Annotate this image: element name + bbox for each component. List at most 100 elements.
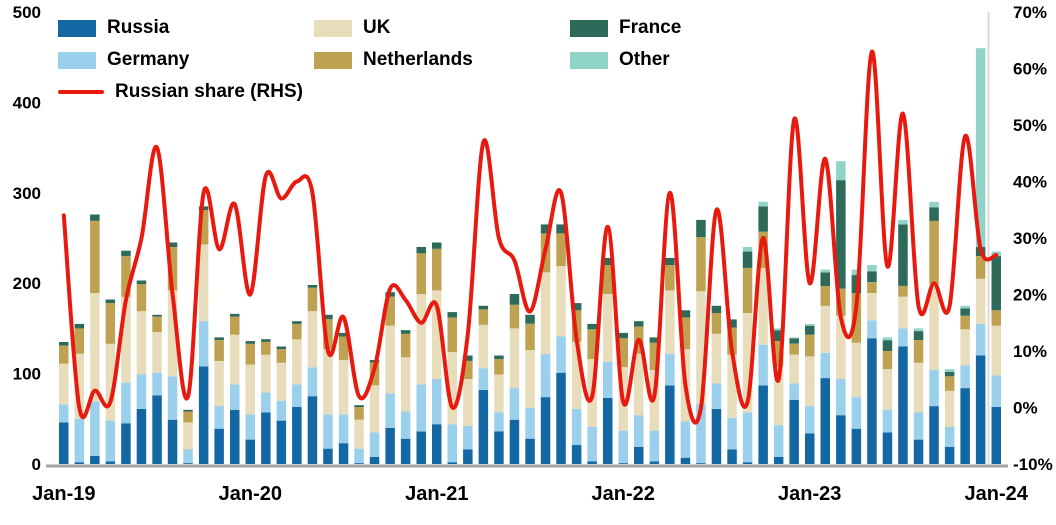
bar-segment-russia <box>245 439 255 464</box>
bar-segment-uk <box>59 363 69 405</box>
bar-segment-france <box>649 337 660 343</box>
legend-item-uk: UK <box>314 17 570 39</box>
legend-swatch-other <box>570 51 608 69</box>
bar-segment-netherlands <box>649 342 660 370</box>
bar-segment-russia <box>913 439 924 464</box>
bar-segment-netherlands <box>478 309 489 325</box>
bar-segment-germany <box>851 397 862 429</box>
right-axis-tick: -10% <box>1013 455 1053 474</box>
bar-segment-russia <box>991 407 1001 464</box>
legend-label-germany: Germany <box>107 49 190 70</box>
bar-segment-uk <box>276 362 287 401</box>
bar-segment-russia <box>152 395 162 464</box>
bar-segment-netherlands <box>867 282 877 294</box>
bar-segment-other <box>898 219 908 225</box>
bar-segment-russia <box>494 431 504 464</box>
bar-segment-germany <box>758 344 768 386</box>
bar-segment-uk <box>261 354 271 393</box>
legend-item-netherlands: Netherlands <box>314 49 570 71</box>
bar-segment-france <box>789 338 799 344</box>
bar-segment-uk <box>820 305 830 353</box>
bar-segment-france <box>805 325 815 335</box>
left-axis-tick: 0 <box>32 455 41 474</box>
bar-segment-uk <box>742 313 753 413</box>
bar-segment-russia <box>820 378 830 464</box>
bar-segment-netherlands <box>509 304 520 329</box>
bar-segment-france <box>121 250 131 257</box>
bar-segment-netherlands <box>603 265 613 294</box>
bar-segment-netherlands <box>354 407 364 420</box>
bar-segment-uk <box>727 354 737 418</box>
bar-segment-uk <box>836 315 846 379</box>
bar-segment-france <box>432 242 442 249</box>
x-axis-tick: Jan-24 <box>965 483 1029 505</box>
bar-segment-uk <box>198 244 209 322</box>
bar-segment-france <box>991 256 1001 311</box>
bar-segment-france <box>540 224 551 234</box>
bar-segment-other <box>789 337 799 339</box>
bar-segment-germany <box>121 382 131 424</box>
bar-segment-germany <box>245 414 255 440</box>
bar-segment-russia <box>463 449 473 464</box>
bar-segment-france <box>960 308 970 316</box>
bar-segment-france <box>944 371 955 377</box>
bar-segment-uk <box>789 354 799 384</box>
bar-segment-russia <box>696 463 706 464</box>
chart-legend: Russia UK France Germany Netherlands Oth… <box>58 17 870 103</box>
bar-segment-uk <box>214 360 224 407</box>
bar-segment-netherlands <box>261 342 271 355</box>
bar-segment-france <box>867 271 877 283</box>
bar-segment-uk <box>665 290 675 354</box>
bar-segment-germany <box>680 421 691 458</box>
bar-segment-netherlands <box>432 248 442 291</box>
left-axis-tick: 100 <box>13 365 41 384</box>
bar-segment-uk <box>369 385 380 433</box>
bar-segment-uk <box>463 379 473 426</box>
bar-segment-uk <box>975 278 986 324</box>
bar-segment-netherlands <box>338 336 349 360</box>
bar-segment-russia <box>167 419 178 464</box>
legend-item-russian-share: Russian share (RHS) <box>58 81 314 103</box>
bar-segment-germany <box>696 404 706 464</box>
bar-segment-germany <box>90 401 100 456</box>
bar-segment-netherlands <box>183 411 193 423</box>
bar-segment-uk <box>167 290 178 377</box>
bar-segment-germany <box>307 367 318 397</box>
bar-segment-russia <box>680 457 691 464</box>
bar-segment-france <box>74 323 85 329</box>
bar-segment-netherlands <box>276 349 287 363</box>
bar-segment-russia <box>789 399 799 464</box>
bar-segment-russia <box>136 408 147 464</box>
left-axis-tick: 200 <box>13 274 41 293</box>
x-axis-tick: Jan-23 <box>778 483 841 505</box>
bar-segment-uk <box>90 293 100 402</box>
legend-label-netherlands: Netherlands <box>363 49 473 70</box>
bar-segment-france <box>509 294 520 305</box>
bar-segment-netherlands <box>463 360 473 379</box>
bar-segment-russia <box>214 428 224 464</box>
left-axis-tick: 400 <box>13 93 41 112</box>
bar-segment-germany <box>416 384 426 432</box>
bar-segment-germany <box>385 393 395 428</box>
bar-segment-france <box>882 340 893 351</box>
bar-segment-russia <box>634 446 644 464</box>
bar-segment-germany <box>400 411 411 439</box>
bar-segment-uk <box>478 324 489 369</box>
bar-segment-russia <box>571 445 582 464</box>
right-axis-tick: 40% <box>1013 173 1047 192</box>
bar-segment-france <box>292 321 302 324</box>
bar-segment-germany <box>509 388 520 420</box>
bar-segment-netherlands <box>680 317 691 350</box>
bar-segment-germany <box>603 361 613 398</box>
bar-segment-germany <box>369 432 380 457</box>
bar-segment-france <box>525 314 535 324</box>
bar-segment-uk <box>136 311 147 375</box>
bar-segment-other <box>913 328 924 332</box>
bar-segment-france <box>556 224 566 234</box>
legend-label-uk: UK <box>363 17 391 38</box>
bar-segment-russia <box>805 433 815 464</box>
bar-segment-germany <box>292 384 302 407</box>
bar-segment-france <box>727 319 737 328</box>
